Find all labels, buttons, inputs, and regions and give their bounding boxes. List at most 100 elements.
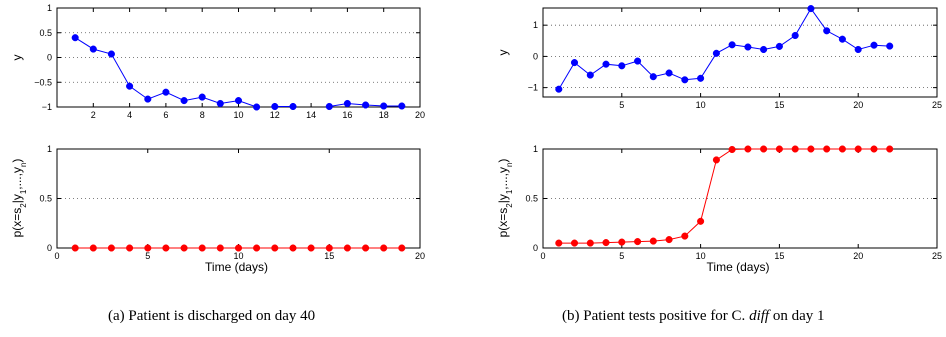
x-tick-label: 15 bbox=[774, 251, 784, 261]
label-part: p(x=s bbox=[496, 208, 510, 238]
data-point bbox=[343, 244, 351, 252]
data-point bbox=[602, 239, 610, 247]
label-part: ) bbox=[10, 159, 24, 163]
data-point bbox=[180, 97, 188, 105]
panel-a-top: 1 0.5 0 −0.5 −1 2 4 6 8 10 12 14 16 18 20 y bbox=[10, 3, 425, 120]
x-tick-label: 10 bbox=[696, 251, 706, 261]
data-point bbox=[89, 45, 97, 53]
label-part: ,...,y bbox=[10, 167, 24, 190]
data-point bbox=[325, 244, 333, 252]
data-point bbox=[586, 239, 594, 247]
x-tick-label: 5 bbox=[619, 100, 624, 110]
x-tick-label: 14 bbox=[306, 110, 316, 120]
data-point bbox=[271, 102, 279, 111]
data-point bbox=[234, 97, 243, 105]
data-point bbox=[697, 74, 705, 82]
data-point bbox=[198, 244, 206, 252]
y-tick-label: 0.5 bbox=[525, 194, 538, 204]
y-tick-label: −0.5 bbox=[34, 77, 52, 87]
caption-b-italic: diff bbox=[749, 308, 770, 324]
data-point bbox=[870, 41, 878, 49]
data-point bbox=[854, 145, 862, 153]
caption-a: (a) Patient is discharged on day 40 bbox=[108, 308, 316, 324]
caption-b-text: (b) Patient tests positive for C. bbox=[562, 308, 750, 324]
data-point bbox=[618, 238, 626, 246]
y-tick-label: 1 bbox=[533, 144, 538, 154]
x-tick-label: 10 bbox=[696, 100, 706, 110]
data-point bbox=[854, 45, 862, 54]
y-tick-label: 0 bbox=[533, 51, 538, 61]
label-part: |y bbox=[496, 194, 510, 203]
data-point bbox=[838, 145, 846, 153]
x-tick-label: 4 bbox=[127, 110, 132, 120]
data-point bbox=[760, 145, 768, 153]
y-axis-label: y bbox=[496, 50, 510, 56]
label-part: ) bbox=[496, 159, 510, 163]
series-line bbox=[74, 37, 257, 108]
x-tick-label: 2 bbox=[91, 110, 96, 120]
subscript: 2 bbox=[505, 203, 514, 208]
data-point bbox=[71, 244, 79, 252]
data-point bbox=[398, 244, 406, 252]
data-point bbox=[870, 145, 878, 153]
data-point bbox=[144, 244, 152, 252]
label-part: |y bbox=[10, 194, 24, 203]
y-tick-label: 0.5 bbox=[39, 194, 52, 204]
y-axis-label: y bbox=[10, 55, 24, 61]
y-tick-label: −1 bbox=[42, 102, 52, 112]
data-point bbox=[807, 145, 815, 153]
x-tick-label: 15 bbox=[774, 100, 784, 110]
data-point bbox=[712, 49, 720, 57]
data-point bbox=[307, 244, 315, 252]
data-point bbox=[649, 73, 657, 81]
data-point bbox=[380, 102, 388, 110]
data-point bbox=[728, 145, 736, 154]
data-point bbox=[126, 244, 134, 252]
data-point bbox=[681, 232, 689, 240]
data-point bbox=[791, 145, 799, 153]
x-axis-label: Time (days) bbox=[205, 260, 268, 274]
y-tick-label: 0 bbox=[47, 243, 52, 253]
data-point bbox=[634, 57, 642, 65]
data-point bbox=[586, 71, 594, 79]
subscript: 2 bbox=[19, 203, 28, 208]
y-axis-label-probability: p(x=s2|y1,...,yn) bbox=[496, 159, 514, 238]
y-tick-label: 1 bbox=[533, 20, 538, 30]
data-point bbox=[325, 102, 333, 111]
data-point bbox=[555, 239, 563, 247]
data-point bbox=[144, 95, 152, 103]
data-point bbox=[570, 239, 579, 247]
data-point bbox=[289, 244, 297, 252]
x-tick-label: 10 bbox=[233, 251, 243, 261]
subscript: n bbox=[505, 163, 514, 167]
data-point bbox=[253, 103, 261, 111]
data-point bbox=[744, 145, 752, 153]
caption-b: (b) Patient tests positive for C. diff o… bbox=[562, 308, 825, 325]
x-tick-label: 25 bbox=[932, 251, 942, 261]
label-part: p(x=s bbox=[10, 208, 24, 238]
y-axis-label-probability: p(x=s2|y1,...,yn) bbox=[10, 159, 28, 238]
data-point bbox=[198, 93, 206, 101]
data-point bbox=[89, 244, 97, 252]
caption-b-tail: on day 1 bbox=[769, 308, 825, 324]
x-axis-label: Time (days) bbox=[707, 260, 770, 274]
data-point bbox=[634, 238, 642, 246]
data-point bbox=[775, 42, 783, 50]
subscript: 1 bbox=[19, 189, 28, 194]
data-point bbox=[728, 41, 736, 49]
data-point bbox=[618, 62, 626, 70]
y-tick-label: 0 bbox=[533, 243, 538, 253]
x-tick-label: 6 bbox=[163, 110, 168, 120]
y-tick-label: 1 bbox=[47, 3, 52, 13]
data-point bbox=[649, 237, 657, 245]
y-tick-label: 1 bbox=[47, 144, 52, 154]
x-tick-label: 25 bbox=[932, 100, 942, 110]
series-line bbox=[558, 7, 890, 90]
data-point bbox=[555, 85, 563, 93]
x-tick-label: 20 bbox=[415, 251, 425, 261]
y-tick-label: −1 bbox=[528, 83, 538, 93]
x-tick-label: 20 bbox=[853, 251, 863, 261]
data-point bbox=[823, 145, 831, 153]
label-part: ,...,y bbox=[496, 167, 510, 190]
x-tick-label: 8 bbox=[200, 110, 205, 120]
